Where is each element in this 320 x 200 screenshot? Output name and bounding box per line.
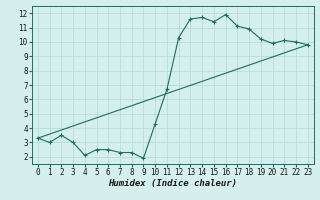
X-axis label: Humidex (Indice chaleur): Humidex (Indice chaleur) xyxy=(108,179,237,188)
